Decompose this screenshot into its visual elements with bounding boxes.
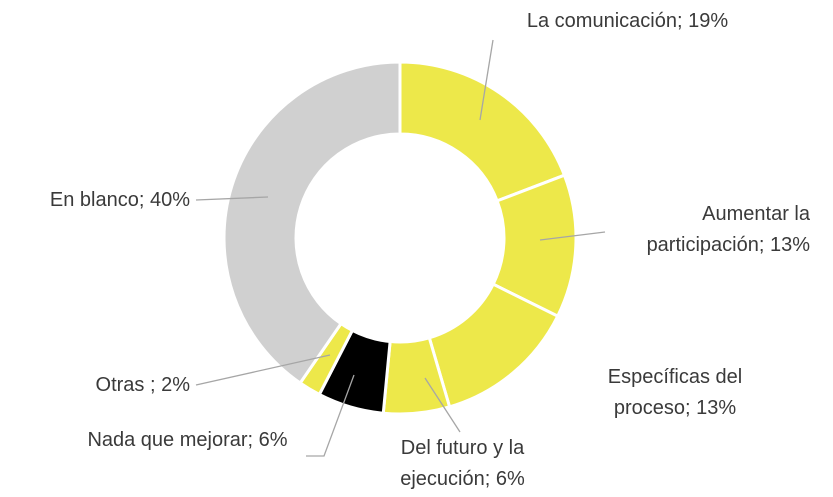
category-label: En blanco; [49, 189, 145, 211]
category-label: Específicas del proceso; [607, 366, 743, 419]
data-label: Aumentar la participación; 13% [620, 199, 810, 261]
category-label: Nada que mejorar; [87, 429, 254, 451]
value-label: 2% [161, 374, 190, 396]
value-label: 19% [688, 10, 729, 32]
value-label: 6% [495, 468, 525, 490]
donut-segment [222, 60, 402, 386]
value-label: 13% [696, 397, 737, 419]
value-label: 13% [769, 234, 810, 256]
leader-line [306, 374, 355, 457]
data-label: Otras ; 2% [40, 370, 190, 401]
leader-line [539, 231, 606, 241]
value-label: 6% [258, 429, 288, 451]
data-label: Específicas del proceso; 13% [580, 362, 770, 424]
category-label: Aumentar la participación; [646, 203, 810, 256]
donut-segment [398, 60, 567, 203]
leader-line [195, 196, 269, 201]
category-label: Del futuro y la ejecución; [400, 437, 525, 490]
category-label: Otras ; [95, 374, 156, 396]
value-label: 40% [149, 189, 190, 211]
data-label: La comunicación; 19% [520, 6, 735, 37]
data-label: Del futuro y la ejecución; 6% [365, 433, 560, 495]
data-label: En blanco; 40% [0, 185, 190, 216]
leader-line [195, 354, 331, 386]
leader-line [479, 39, 494, 121]
data-label: Nada que mejorar; 6% [75, 425, 300, 456]
category-label: La comunicación; [526, 10, 683, 32]
leader-line [424, 377, 461, 433]
segments [222, 60, 578, 416]
